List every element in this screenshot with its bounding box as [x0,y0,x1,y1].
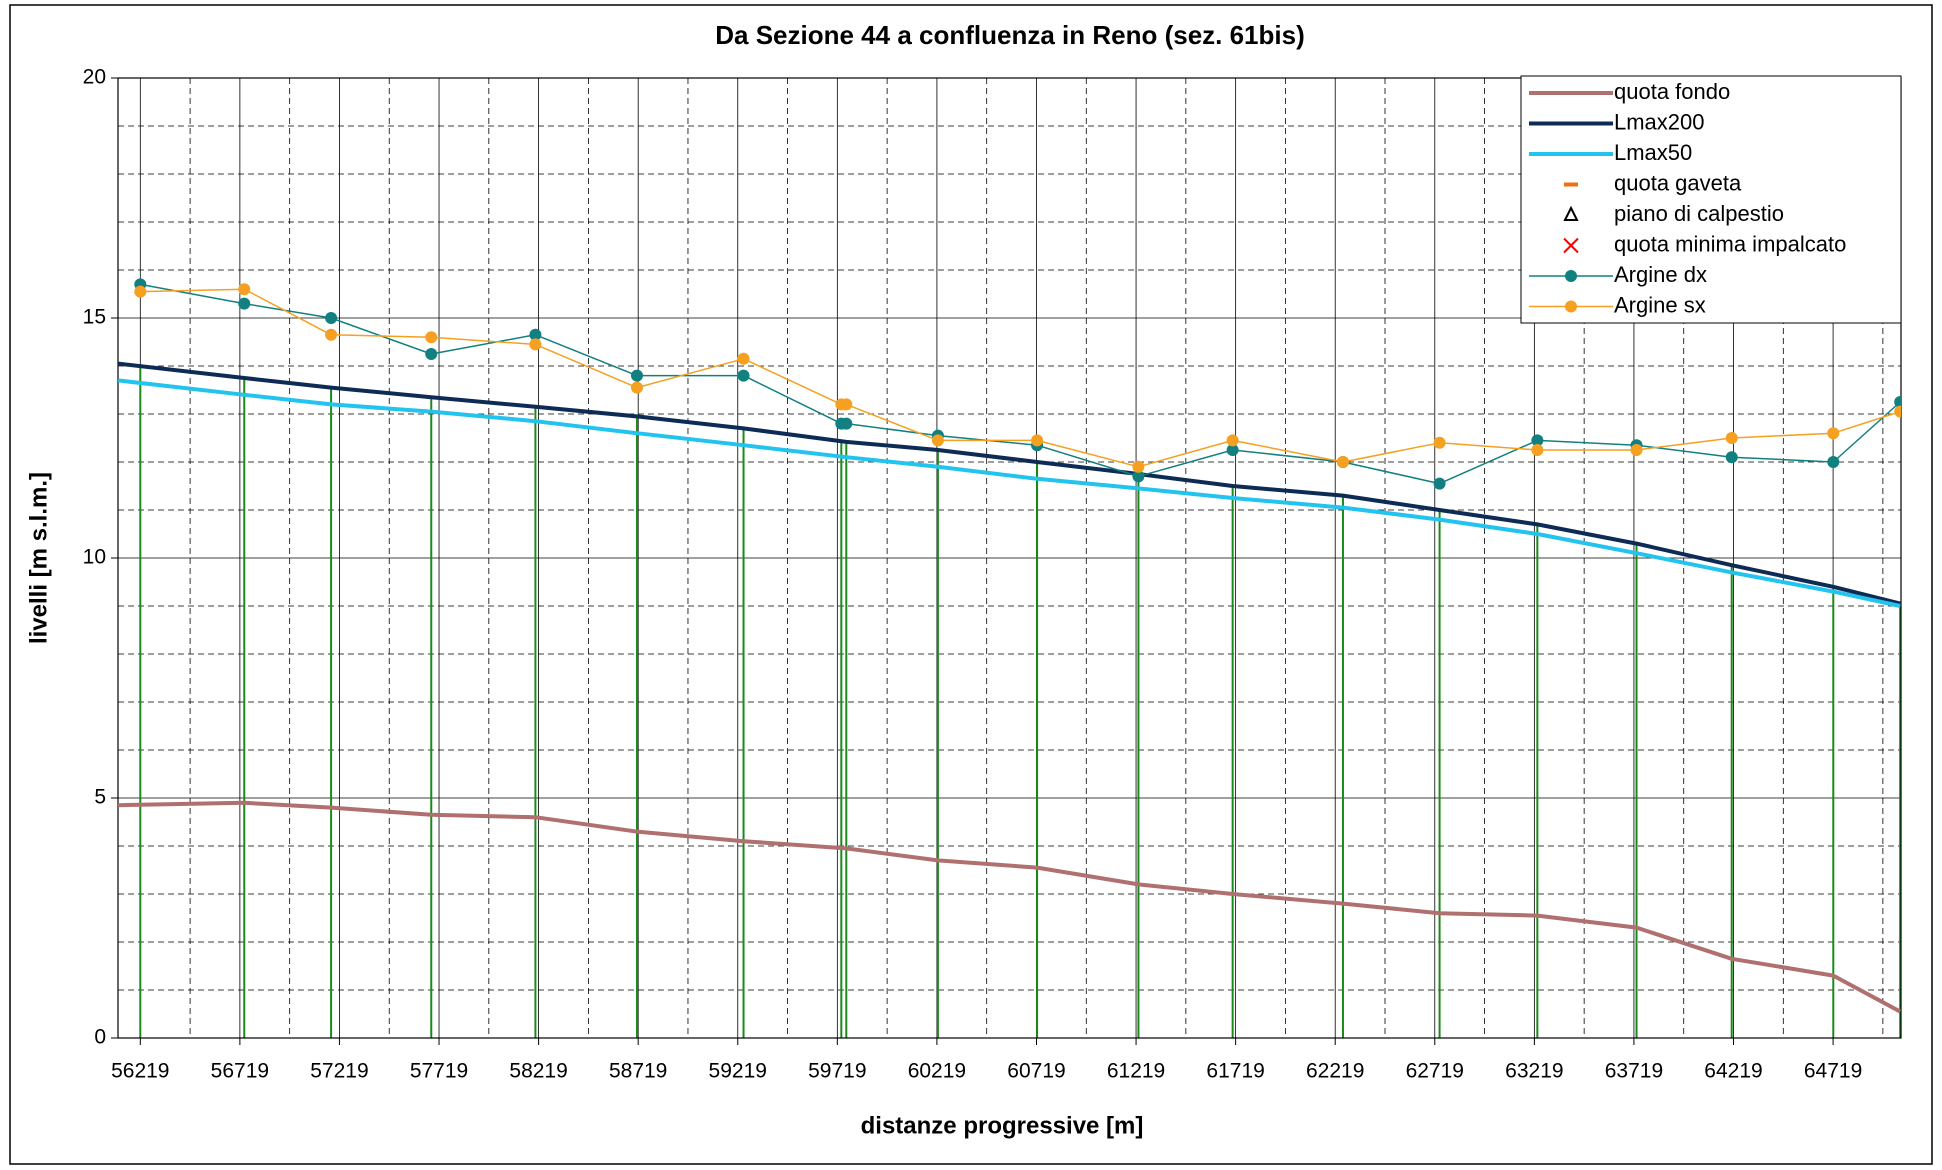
x-tick-label: 62719 [1406,1060,1464,1083]
series-line [118,378,1901,608]
y-tick-label: 5 [94,786,106,809]
x-tick-label: 61219 [1107,1060,1165,1083]
point [737,369,750,382]
point [1531,444,1544,456]
x-tick-label: 59719 [808,1060,866,1083]
point [1565,300,1577,313]
point [1132,470,1145,483]
point [238,283,251,296]
x-tick-label: 64219 [1704,1060,1762,1083]
point [325,312,338,324]
x-tick-label: 57719 [410,1060,468,1083]
y-tick-label: 0 [94,1026,106,1049]
legend: quota fondo Lmax200 Lmax50 quota gaveta pian… [1520,75,1902,324]
point [840,417,853,430]
series-line [118,361,1901,606]
x-tick-label: 60219 [908,1060,966,1083]
legend-label: Argine sx [1614,292,1706,317]
point [425,348,438,360]
point [529,328,542,341]
point [1827,456,1840,468]
point [529,338,542,351]
point [1226,434,1239,447]
x-tick-label: 62219 [1306,1060,1364,1083]
series-line [140,288,1901,468]
point [1433,477,1446,490]
point [1565,270,1577,282]
x-tick-label: 61719 [1206,1060,1264,1083]
x-tick-label: 63719 [1605,1060,1663,1083]
point [1563,205,1579,221]
point [630,381,643,394]
y-tick-label: 20 [83,66,106,89]
legend-label: quota minima impalcato [1614,231,1846,256]
point [737,352,750,365]
legend-label: Lmax200 [1614,109,1705,134]
x-tick-label: 64719 [1804,1060,1862,1083]
x-tick-label: 56719 [211,1060,269,1083]
point [1226,444,1239,456]
point [1336,456,1349,468]
y-axis-label: livelli [m s.l.m.] [25,472,52,644]
series-line [118,800,1901,1014]
x-tick-label: 59219 [709,1060,767,1083]
point [630,369,643,382]
x-tick-label: 63219 [1505,1060,1563,1083]
plot-border [117,77,1902,1039]
point [1630,444,1643,456]
x-tick-label: 58219 [509,1060,567,1083]
point [1531,434,1544,447]
point [325,328,338,341]
y-tick-label: 10 [83,546,106,569]
point [134,285,147,298]
legend-label: Lmax50 [1614,140,1692,165]
point [238,297,251,310]
point [1725,451,1738,464]
point [1031,434,1044,447]
x-tick-label: 60719 [1007,1060,1065,1083]
point [425,331,438,344]
point [840,398,853,411]
point [1433,436,1446,449]
y-tick-label: 15 [83,306,106,329]
point [1132,460,1145,473]
point [1827,427,1840,440]
x-tick-label: 57219 [310,1060,368,1083]
x-tick-label: 56219 [111,1060,169,1083]
legend-label: Argine dx [1614,262,1707,287]
legend-label: quota gaveta [1614,170,1742,195]
point [1894,396,1901,408]
x-tick-label: 58719 [609,1060,667,1083]
legend-box [1520,75,1902,324]
point [1894,405,1901,418]
legend-label: quota fondo [1614,79,1730,104]
point [1563,237,1579,254]
legend-label: piano di calpestio [1614,201,1784,226]
chart-title: Da Sezione 44 a confluenza in Reno (sez.… [715,20,1305,50]
x-axis-label: distanze progressive [m] [861,1112,1144,1139]
point [931,434,944,447]
point [1725,432,1738,444]
